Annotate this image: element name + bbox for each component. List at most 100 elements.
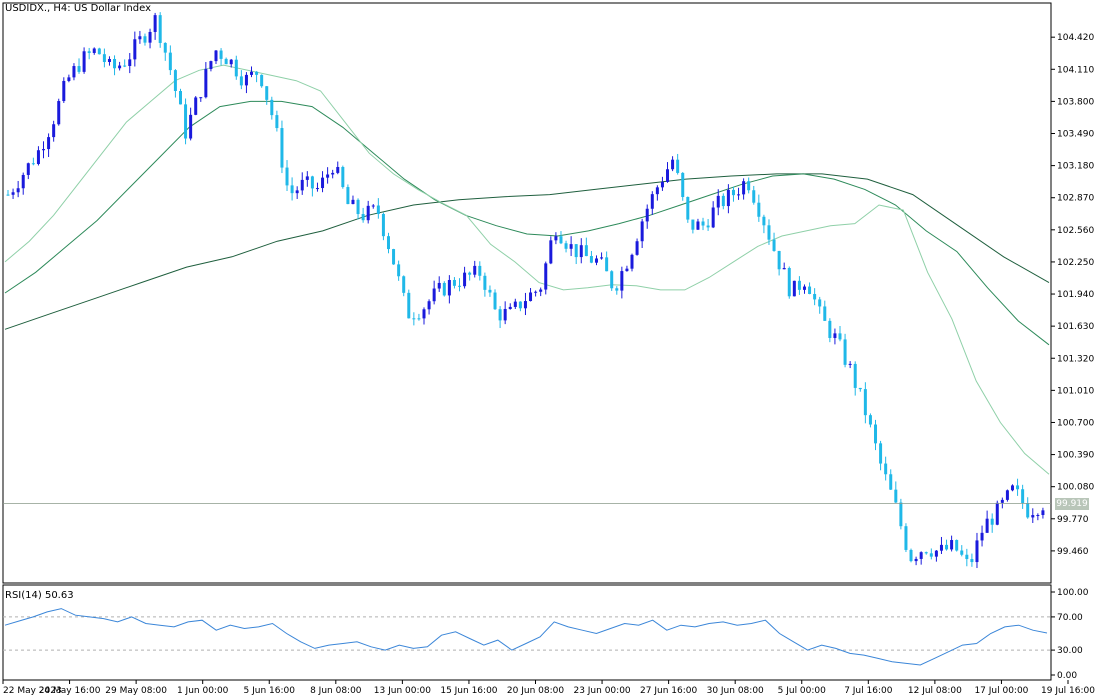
candle-body: [1000, 499, 1004, 503]
candle-body: [919, 552, 923, 559]
candle-body: [858, 387, 862, 390]
candle-body: [747, 181, 751, 191]
y-tick-label: 101.010: [1057, 386, 1094, 396]
candle-body: [828, 320, 832, 338]
candle-body: [478, 265, 482, 276]
candle-body: [1005, 490, 1009, 500]
candle-body: [468, 272, 472, 275]
candle-body: [569, 244, 573, 249]
candle-body: [1026, 503, 1030, 518]
candle-body: [772, 239, 776, 251]
y-tick-label: 102.250: [1057, 258, 1094, 268]
candle-body: [863, 389, 867, 416]
candle-body: [635, 241, 639, 255]
candle-body: [808, 286, 812, 294]
candle-body: [6, 194, 10, 196]
candle-body: [295, 190, 299, 194]
candle-body: [929, 553, 933, 557]
candle-body: [26, 163, 30, 175]
candle-body: [493, 292, 497, 310]
candle-body: [11, 192, 15, 195]
candle-body: [371, 205, 375, 207]
candle-body: [143, 36, 147, 43]
candle-body: [874, 424, 878, 444]
candle-body: [250, 71, 254, 75]
candle-body: [67, 77, 71, 81]
candle-body: [356, 199, 360, 215]
candle-body: [909, 549, 913, 562]
candle-body: [549, 240, 553, 264]
y-tick-label: 103.180: [1057, 162, 1094, 172]
candle-body: [605, 257, 609, 272]
y-tick-label: 103.800: [1057, 97, 1094, 107]
candle-body: [691, 219, 695, 230]
y-tick-label: 99.460: [1057, 547, 1089, 557]
candle-body: [721, 195, 725, 207]
rsi-tick-label: 100.00: [1057, 588, 1089, 598]
candle-body: [1031, 515, 1035, 518]
x-tick-label: 22 May 2023: [3, 686, 62, 696]
rsi-title: RSI(14) 50.63: [5, 590, 74, 601]
x-tick-label: 15 Jun 16:00: [440, 686, 497, 696]
rsi-tick-label: 30.00: [1057, 646, 1083, 656]
candle-body: [539, 289, 543, 292]
candle-body: [960, 550, 964, 555]
candle-body: [701, 221, 705, 226]
current-price-tag: 99.919: [1055, 498, 1089, 510]
candle-body: [676, 159, 680, 173]
ma-fast-line: [4, 64, 1050, 475]
candle-body: [336, 166, 340, 173]
candle-body: [488, 289, 492, 293]
candle-body: [802, 286, 806, 290]
candle-body: [934, 550, 938, 557]
candle-body: [229, 59, 233, 65]
candle-body: [879, 443, 883, 464]
candle-body: [1036, 515, 1040, 517]
candle-body: [564, 243, 568, 249]
candle-body: [939, 544, 943, 551]
candle-body: [21, 174, 25, 189]
candle-body: [351, 199, 355, 205]
rsi-line: [4, 608, 1048, 666]
x-tick-label: 1 Jun 00:00: [177, 686, 229, 696]
y-tick-label: 102.560: [1057, 226, 1094, 236]
candle-body: [813, 293, 817, 300]
y-tick-label: 101.320: [1057, 354, 1094, 364]
candle-body: [884, 463, 888, 475]
candle-body: [645, 208, 649, 222]
candle-body: [853, 363, 857, 388]
y-tick-label: 100.080: [1057, 483, 1094, 493]
x-tick-label: 7 Jul 16:00: [844, 686, 893, 696]
candle-body: [792, 280, 796, 297]
candle-body: [843, 339, 847, 365]
candle-body: [955, 540, 959, 551]
candle-body: [42, 149, 46, 151]
candle-body: [47, 137, 51, 150]
candle-body: [57, 101, 61, 125]
candle-body: [742, 181, 746, 195]
candle-body: [326, 174, 330, 178]
candle-body: [711, 207, 715, 228]
candle-body: [529, 292, 533, 302]
candle-body: [980, 532, 984, 541]
candle-body: [706, 225, 710, 228]
candle-body: [483, 275, 487, 290]
x-tick-label: 23 Jun 00:00: [573, 686, 630, 696]
candle-body: [346, 187, 350, 205]
candle-body: [990, 518, 994, 525]
candle-body: [432, 288, 436, 302]
candle-body: [427, 301, 431, 310]
candle-body: [726, 189, 730, 207]
candle-body: [148, 31, 152, 43]
candle-body: [924, 552, 928, 554]
candle-body: [975, 540, 979, 563]
candle-body: [823, 306, 827, 321]
ma-mid-line: [4, 100, 1050, 346]
candle-body: [417, 318, 421, 320]
candle-body: [797, 280, 801, 290]
x-tick-label: 8 Jun 08:00: [310, 686, 362, 696]
candle-body: [620, 271, 624, 291]
candle-body: [442, 282, 446, 296]
candle-body: [62, 80, 66, 102]
